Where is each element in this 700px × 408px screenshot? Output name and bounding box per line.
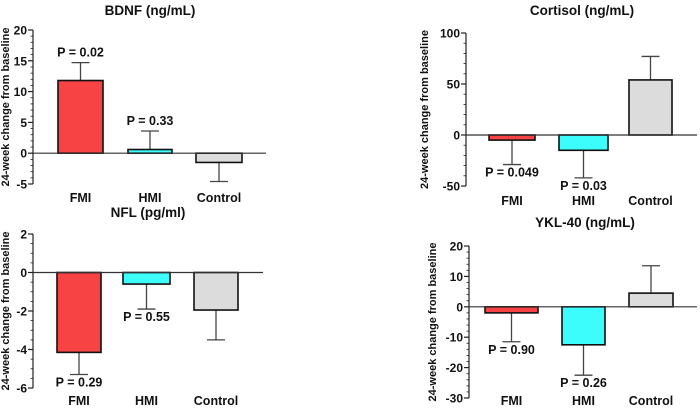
category-label: Control xyxy=(629,394,673,408)
category-label: Control xyxy=(197,191,241,205)
bar-control xyxy=(628,79,673,136)
category-label: FMI xyxy=(70,191,92,205)
y-tick-label: 15 xyxy=(14,54,28,68)
y-tick-label: -4 xyxy=(16,343,27,357)
y-tick-label: -50 xyxy=(443,180,461,194)
category-label: FMI xyxy=(501,394,523,408)
p-value-label: P = 0.02 xyxy=(57,46,104,60)
bar-fmi xyxy=(57,79,104,155)
p-value-label: P = 0.55 xyxy=(123,310,170,324)
chart-title: Cortisol (ng/mL) xyxy=(530,3,634,18)
bar-hmi xyxy=(558,134,609,152)
y-tick-label: 0 xyxy=(453,129,460,143)
y-tick-label: -10 xyxy=(446,331,464,345)
y-tick-label: 0 xyxy=(20,266,27,280)
chart-panel-1: Cortisol (ng/mL) 24-week change from base… xyxy=(419,3,697,208)
bar-control xyxy=(628,292,674,308)
chart-panel-2: NFL (pg/ml) 24-week change from baseline -… xyxy=(0,205,263,408)
y-tick-label: 20 xyxy=(14,24,28,38)
category-label: HMI xyxy=(135,394,158,408)
y-axis-label: 24-week change from baseline xyxy=(0,232,12,391)
bar-control xyxy=(195,152,243,164)
y-tick-label: 0 xyxy=(456,300,463,314)
y-tick-label: 10 xyxy=(450,270,464,284)
y-tick-label: 20 xyxy=(450,240,464,254)
p-value-label: P = 0.33 xyxy=(127,114,174,128)
bar-fmi xyxy=(488,134,536,141)
category-label: HMI xyxy=(139,191,162,205)
chart-title: NFL (pg/ml) xyxy=(111,205,186,220)
category-label: Control xyxy=(194,394,238,408)
chart-title: BDNF (ng/mL) xyxy=(105,3,196,18)
bar-control xyxy=(193,271,239,311)
y-tick-label: -20 xyxy=(446,361,464,375)
y-axis-label: 24-week change from baseline xyxy=(0,28,12,187)
y-tick-label: 100 xyxy=(440,27,460,41)
p-value-label: P = 0.29 xyxy=(56,376,103,390)
y-tick-label: -2 xyxy=(16,305,27,319)
category-label: HMI xyxy=(572,394,595,408)
bar-fmi xyxy=(56,271,102,354)
y-tick-label: 50 xyxy=(447,78,461,92)
p-value-label: P = 0.049 xyxy=(485,166,539,180)
bar-fmi xyxy=(484,305,539,314)
chart-panel-3: YKL-40 (ng/mL) 24-week change from baseli… xyxy=(427,215,697,408)
y-tick-label: 2 xyxy=(20,228,27,242)
y-axis-label: 24-week change from baseline xyxy=(419,30,431,189)
y-tick-label: 10 xyxy=(14,85,28,99)
p-value-label: P = 0.26 xyxy=(560,376,607,390)
y-tick-label: 5 xyxy=(20,116,27,130)
bar-hmi xyxy=(122,271,171,285)
category-label: Control xyxy=(628,194,672,208)
category-label: FMI xyxy=(68,394,90,408)
y-tick-label: -30 xyxy=(446,392,464,406)
p-value-label: P = 0.03 xyxy=(560,179,607,193)
category-label: HMI xyxy=(572,194,595,208)
y-axis-label: 24-week change from baseline xyxy=(427,243,439,402)
y-tick-label: 0 xyxy=(20,147,27,161)
bar-hmi xyxy=(561,305,606,346)
y-tick-label: -5 xyxy=(16,178,27,192)
p-value-label: P = 0.90 xyxy=(488,343,535,357)
y-tick-label: -6 xyxy=(16,382,27,396)
chart-title: YKL-40 (ng/mL) xyxy=(535,215,635,230)
category-label: FMI xyxy=(501,194,523,208)
chart-panel-0: BDNF (ng/mL) 24-week change from baseline… xyxy=(0,3,266,205)
